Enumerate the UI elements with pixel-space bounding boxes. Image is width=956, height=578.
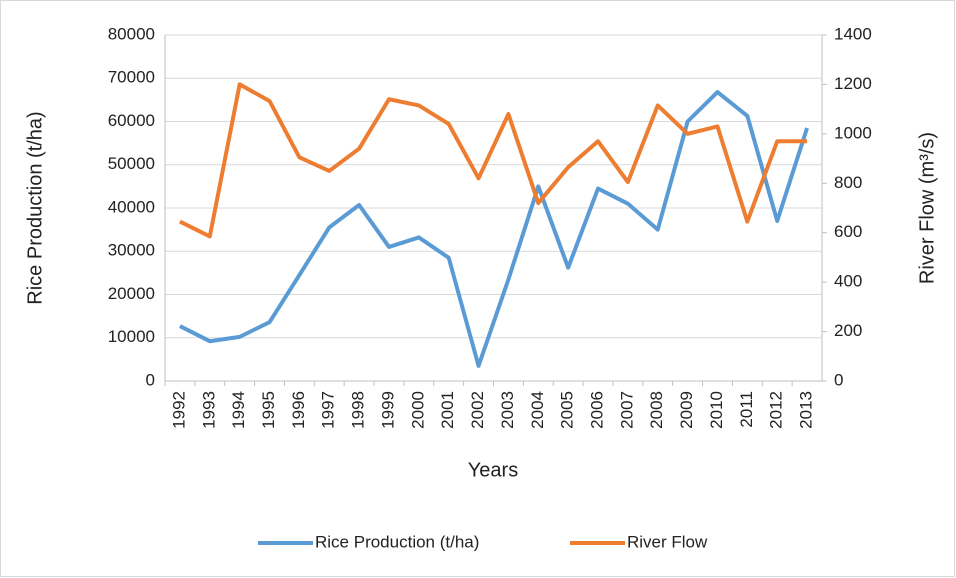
x-tick-label: 2012 [767, 391, 786, 429]
y2-tick-label: 1400 [834, 24, 872, 43]
x-tick-label: 2006 [588, 391, 607, 429]
x-tick-label: 1996 [289, 391, 308, 429]
x-tick-label: 2007 [617, 391, 636, 429]
x-tick-label: 2001 [438, 391, 457, 429]
y2-tick-label: 400 [834, 272, 862, 291]
x-tick-label: 1993 [199, 391, 218, 429]
x-tick-label: 1992 [169, 391, 188, 429]
x-tick-label: 2005 [558, 391, 577, 429]
line-series [179, 82, 808, 239]
x-tick-label: 2000 [408, 391, 427, 429]
x-tick-label: 1998 [349, 391, 368, 429]
y2-tick-label: 1000 [834, 123, 872, 142]
y2-tick-label: 800 [834, 173, 862, 192]
y2-tick-label: 600 [834, 222, 862, 241]
x-tick-label: 2004 [528, 391, 547, 429]
x-tick-label: 2002 [468, 391, 487, 429]
y-tick-label: 40000 [108, 197, 155, 216]
legend-label: River Flow [627, 532, 708, 551]
x-tick-label: 1997 [319, 391, 338, 429]
y-tick-label: 70000 [108, 68, 155, 87]
y-tick-label: 30000 [108, 241, 155, 260]
x-tick-label: 2013 [797, 391, 816, 429]
y-tick-label: 50000 [108, 154, 155, 173]
x-tick-label: 2003 [498, 391, 517, 429]
x-tick-label: 2009 [677, 391, 696, 429]
x-tick-label: 2008 [647, 391, 666, 429]
x-tick-label: 1999 [378, 391, 397, 429]
y2-tick-label: 200 [834, 321, 862, 340]
x-tick-label: 1995 [259, 391, 278, 429]
y-tick-label: 60000 [108, 111, 155, 130]
x-axis-title: Years [468, 459, 518, 481]
legend-label: Rice Production (t/ha) [315, 532, 479, 551]
y2-tick-label: 1200 [834, 74, 872, 93]
y-tick-label: 0 [146, 370, 155, 389]
y2-tick-label: 0 [834, 370, 843, 389]
y2-axis-title: River Flow (m³/s) [916, 132, 938, 284]
line-series [179, 90, 809, 368]
x-tick-label: 2010 [707, 391, 726, 429]
y-tick-label: 10000 [108, 327, 155, 346]
y-axis-title: Rice Production (t/ha) [24, 111, 46, 304]
x-tick-label: 2011 [737, 391, 756, 428]
x-tick-label: 1994 [229, 391, 248, 429]
y-tick-label: 80000 [108, 24, 155, 43]
y-tick-label: 20000 [108, 284, 155, 303]
